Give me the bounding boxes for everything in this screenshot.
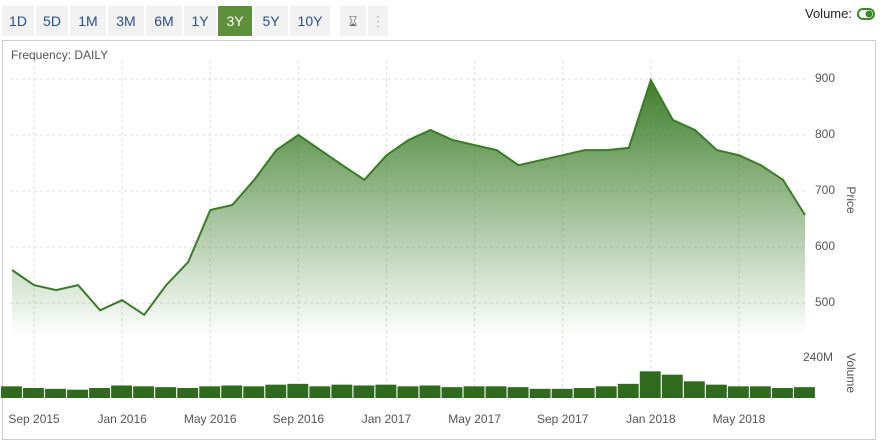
volume-bar [485, 386, 507, 398]
volume-bar [463, 386, 485, 398]
x-tick-label: May 2016 [184, 412, 237, 426]
range-button[interactable]: 5Y [254, 6, 288, 36]
price-line [11, 77, 806, 317]
x-tick-label: May 2017 [448, 412, 501, 426]
volume-bar [375, 384, 397, 398]
volume-bar [177, 388, 199, 398]
volume-toggle[interactable] [857, 8, 875, 20]
volume-bar [353, 385, 375, 398]
volume-bar [617, 383, 639, 398]
x-tick-label: Sep 2015 [8, 412, 60, 426]
chart-frame [2, 40, 876, 440]
volume-bar [705, 384, 727, 398]
y-tick-label: 900 [815, 71, 835, 85]
volume-bar [771, 388, 793, 398]
hourglass-button[interactable]: ⌛︎ [340, 6, 366, 36]
x-tick-label: Jan 2016 [97, 412, 147, 426]
price-area [12, 80, 805, 337]
volume-bar [551, 388, 573, 398]
volume-bar [0, 386, 22, 398]
volume-bar [265, 384, 287, 398]
volume-bar [133, 386, 155, 398]
volume-bar [441, 387, 463, 398]
y2-tick-label: 240M [803, 350, 833, 364]
volume-bar [573, 388, 595, 398]
volume-bar [419, 385, 441, 398]
volume-bar [749, 386, 771, 398]
volume-bar [45, 388, 66, 398]
range-button[interactable]: 1M [70, 6, 106, 36]
range-button[interactable]: 10Y [290, 6, 330, 36]
volume-bar [727, 386, 749, 398]
y-tick-label: 600 [815, 239, 835, 253]
x-tick-label: Sep 2017 [537, 412, 589, 426]
volume-bar [89, 388, 111, 398]
frequency: Frequency: DAILY [11, 48, 108, 62]
y2-axis-title: Volume [844, 353, 858, 393]
volume-bar [529, 388, 551, 398]
volume-bar [155, 387, 177, 398]
volume-bar [639, 371, 661, 398]
volume-bar [595, 386, 617, 398]
range-button[interactable]: 1Y [184, 6, 216, 36]
y-tick-label: 500 [815, 295, 835, 309]
volume-bar [661, 374, 683, 398]
y-axis-title: Price [844, 186, 858, 214]
x-tick-label: Jan 2018 [626, 412, 676, 426]
volume-bar [507, 387, 529, 398]
volume-bar [111, 385, 133, 398]
volume-bar [287, 383, 309, 398]
range-button[interactable]: 3M [108, 6, 144, 36]
volume-toggle-label: Volume: [805, 6, 852, 21]
y-tick-label: 800 [815, 127, 835, 141]
x-tick-label: Jan 2017 [362, 412, 412, 426]
x-tick-label: Sep 2016 [273, 412, 325, 426]
range-button[interactable]: 3Y [218, 6, 252, 36]
y-tick-label: 700 [815, 183, 835, 197]
volume-bar [67, 389, 88, 398]
menu-button[interactable]: ⋮ [368, 6, 388, 36]
volume-bar [331, 384, 353, 398]
volume-bar [199, 386, 221, 398]
volume-bar [309, 386, 331, 398]
volume-bar [793, 387, 815, 398]
volume-bar [397, 386, 419, 398]
volume-bar [23, 388, 44, 398]
volume-bar [683, 381, 705, 398]
range-button[interactable]: 6M [146, 6, 182, 36]
volume-bar [221, 385, 243, 398]
range-button[interactable]: 1D [2, 6, 34, 36]
range-button[interactable]: 5D [36, 6, 68, 36]
x-tick-label: May 2018 [713, 412, 766, 426]
volume-bar [243, 386, 265, 398]
